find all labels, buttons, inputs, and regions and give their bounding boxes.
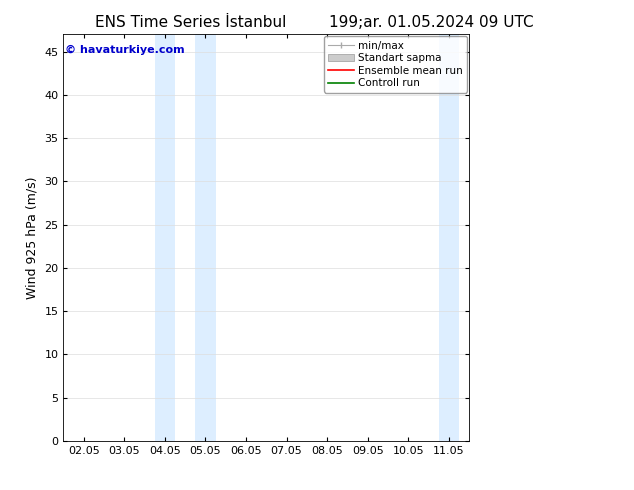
- Text: 199;ar. 01.05.2024 09 UTC: 199;ar. 01.05.2024 09 UTC: [329, 15, 533, 30]
- Y-axis label: Wind 925 hPa (m/s): Wind 925 hPa (m/s): [26, 176, 39, 299]
- Text: ENS Time Series İstanbul: ENS Time Series İstanbul: [94, 15, 286, 30]
- Bar: [155, 34, 175, 441]
- Bar: [195, 34, 216, 441]
- Legend: min/max, Standart sapma, Ensemble mean run, Controll run: min/max, Standart sapma, Ensemble mean r…: [324, 36, 467, 93]
- Text: © havaturkiye.com: © havaturkiye.com: [65, 45, 185, 54]
- Bar: [471, 34, 489, 441]
- Bar: [439, 34, 459, 441]
